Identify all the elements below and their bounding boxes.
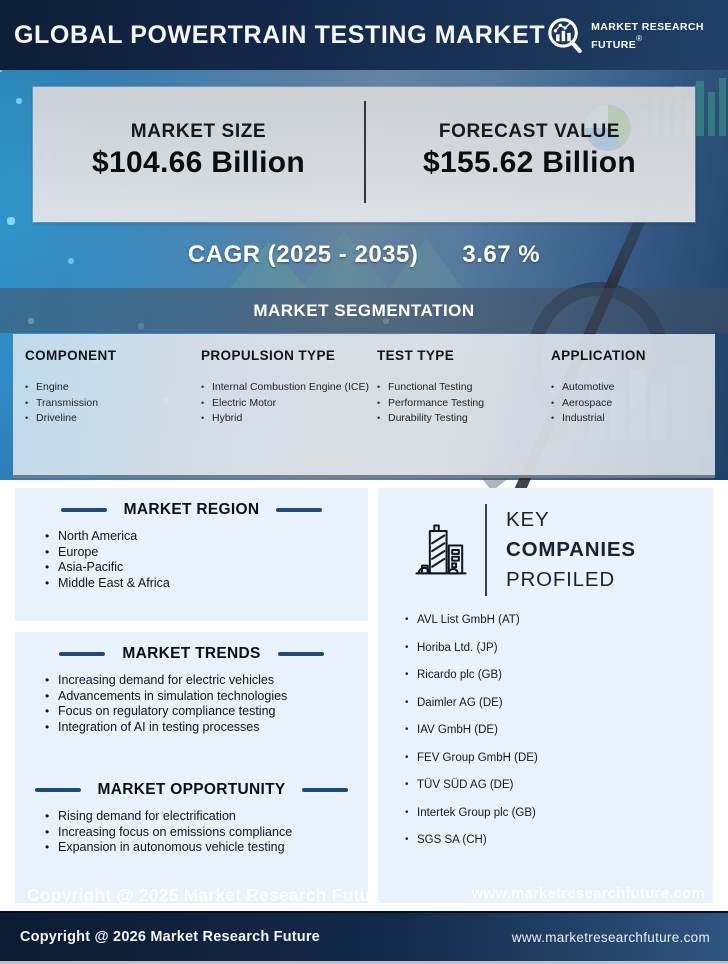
market-size-value: $104.66 Billion (92, 146, 305, 179)
logo-text: MARKET RESEARCH FUTURE (591, 21, 704, 51)
list-item: Driveline (25, 411, 201, 427)
list-item: Rising demand for electrification (45, 809, 368, 825)
column-header: APPLICATION (551, 348, 646, 363)
column-header: COMPONENT (25, 348, 117, 363)
list-item: Focus on regulatory compliance testing (45, 704, 368, 720)
company-item: SGS SA (CH) (405, 833, 713, 847)
segmentation-title-band: MARKET SEGMENTATION (0, 288, 728, 333)
company-item: Daimler AG (DE) (405, 696, 713, 710)
list-item: Aerospace (551, 396, 715, 412)
company-item: Horiba Ltd. (JP) (405, 641, 713, 655)
title-dash (302, 788, 349, 792)
list-item: Industrial (551, 411, 715, 427)
column-header: TEST TYPE (377, 348, 455, 363)
list-item: Functional Testing (377, 380, 551, 396)
hero-background: MARKET SIZE $104.66 Billion FORECAST VAL… (0, 70, 728, 558)
chart-peak-decoration (230, 242, 306, 288)
segmentation-column-application: APPLICATION Automotive Aerospace Industr… (551, 348, 715, 475)
list-item: Integration of AI in testing processes (45, 720, 368, 736)
list-item: Hybrid (201, 411, 377, 427)
list-item: Advancements in simulation technologies (45, 689, 368, 705)
vertical-divider (364, 101, 366, 203)
footer-website-link[interactable]: www.marketresearchfuture.com (511, 929, 710, 945)
key-companies-title-line2: COMPANIES (506, 538, 636, 561)
list-item: Asia-Pacific (45, 560, 368, 576)
copyright-watermark: Copyright @ 2025 Market Research Future (27, 885, 368, 903)
chart-peak-decoration (390, 238, 462, 288)
network-dots-decoration (0, 70, 2, 72)
list-item: Engine (25, 380, 201, 396)
list-item: Expansion in autonomous vehicle testing (45, 840, 368, 856)
company-item: IAV GmbH (DE) (405, 723, 713, 737)
company-item: Intertek Group plc (GB) (405, 806, 713, 820)
key-companies-card: KEY COMPANIES PROFILED AVL List GmbH (AT… (378, 488, 713, 903)
list-item: Performance Testing (377, 396, 551, 412)
list-item: Europe (45, 545, 368, 561)
list-item: Durability Testing (377, 411, 551, 427)
cagr-value: 3.67 % (462, 241, 541, 268)
title-dash (277, 652, 324, 656)
company-item: FEV Group GmbH (DE) (405, 751, 713, 765)
segmentation-title: MARKET SEGMENTATION (253, 300, 475, 320)
forecast-value: $155.62 Billion (423, 146, 636, 179)
key-companies-title-line1: KEY (506, 508, 550, 531)
header-bar: GLOBAL POWERTRAIN TESTING MARKET MARKET … (0, 0, 728, 70)
market-size-label: MARKET SIZE (130, 121, 267, 142)
segmentation-panel: COMPONENT Engine Transmission Driveline … (13, 334, 715, 478)
title-dash (276, 508, 323, 512)
registered-mark: ® (636, 34, 643, 43)
market-opportunity-title: MARKET OPPORTUNITY (97, 781, 286, 798)
list-item: Automotive (551, 380, 715, 396)
title-dash (34, 788, 81, 792)
list-item: Increasing focus on emissions compliance (45, 825, 368, 841)
buildings-icon (415, 524, 467, 575)
title-dash (60, 508, 107, 512)
list-item: Middle East & Africa (45, 576, 368, 592)
page-title: GLOBAL POWERTRAIN TESTING MARKET (14, 20, 546, 49)
forecast-value-label: FORECAST VALUE (438, 121, 621, 142)
mrf-logo: MARKET RESEARCH FUTURE® (545, 9, 716, 61)
market-size-block: MARKET SIZE $104.66 Billion (33, 83, 364, 218)
chart-peak-decoration (300, 230, 388, 288)
cagr-band: CAGR (2025 - 2035) 3.67 % (0, 222, 728, 288)
company-item: Ricardo plc (GB) (405, 668, 713, 682)
footer-bar: Copyright @ 2026 Market Research Future … (0, 911, 728, 964)
list-item: Electric Motor (201, 396, 377, 412)
footer-bottom-strip (0, 961, 728, 964)
company-item: TÜV SÜD AG (DE) (405, 778, 713, 792)
list-item: Internal Combustion Engine (ICE) (201, 380, 377, 396)
cagr-label: CAGR (2025 - 2035) (187, 241, 419, 268)
list-item: Transmission (25, 396, 201, 412)
list-item: Increasing demand for electric vehicles (45, 673, 368, 689)
segmentation-column-component: COMPONENT Engine Transmission Driveline (25, 348, 201, 475)
stats-panel: MARKET SIZE $104.66 Billion FORECAST VAL… (33, 87, 695, 222)
website-watermark: www.marketresearchfuture.com (471, 885, 705, 902)
key-companies-title-line3: PROFILED (506, 568, 615, 591)
forecast-value-block: FORECAST VALUE $155.62 Billion (364, 83, 695, 218)
list-item: North America (45, 529, 368, 545)
market-region-card: MARKET REGION North America Europe Asia-… (15, 488, 368, 621)
vertical-divider (485, 504, 487, 596)
pie-chart-decoration (585, 105, 631, 151)
key-companies-header: KEY COMPANIES PROFILED (378, 488, 713, 596)
market-trends-opportunity-card: MARKET TRENDS Increasing demand for elec… (15, 632, 368, 903)
market-region-title: MARKET REGION (123, 501, 260, 518)
mrf-logo-icon (548, 18, 583, 54)
column-header: PROPULSION TYPE (201, 348, 336, 363)
market-trends-title: MARKET TRENDS (122, 645, 261, 662)
segmentation-column-propulsion: PROPULSION TYPE Internal Combustion Engi… (201, 348, 377, 475)
segmentation-column-testtype: TEST TYPE Functional Testing Performance… (377, 348, 551, 475)
company-item: AVL List GmbH (AT) (405, 613, 713, 627)
title-dash (59, 652, 106, 656)
footer-copyright: Copyright @ 2026 Market Research Future (20, 929, 320, 945)
